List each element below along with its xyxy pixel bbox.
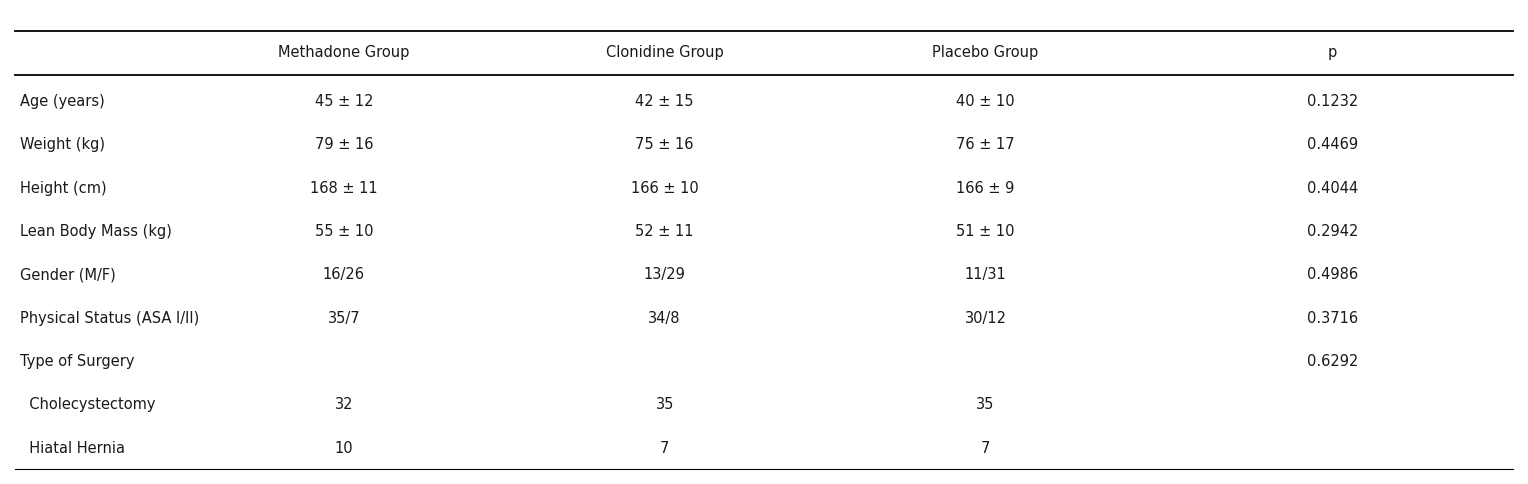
Text: Height (cm): Height (cm) <box>20 181 107 196</box>
Text: Clonidine Group: Clonidine Group <box>605 45 724 60</box>
Text: 11/31: 11/31 <box>964 268 1007 282</box>
Text: 0.4469: 0.4469 <box>1306 137 1358 152</box>
Text: Gender (M/F): Gender (M/F) <box>20 268 116 282</box>
Text: 0.3716: 0.3716 <box>1306 311 1358 326</box>
Text: 35: 35 <box>976 397 995 412</box>
Text: 55 ± 10: 55 ± 10 <box>315 224 373 239</box>
Text: Weight (kg): Weight (kg) <box>20 137 105 152</box>
Text: 16/26: 16/26 <box>322 268 365 282</box>
Text: Methadone Group: Methadone Group <box>278 45 410 60</box>
Text: 7: 7 <box>981 441 990 455</box>
Text: 35: 35 <box>656 397 674 412</box>
Text: 51 ± 10: 51 ± 10 <box>957 224 1015 239</box>
Text: Placebo Group: Placebo Group <box>932 45 1039 60</box>
Text: 34/8: 34/8 <box>648 311 681 326</box>
Text: 0.2942: 0.2942 <box>1306 224 1358 239</box>
Text: 10: 10 <box>335 441 353 455</box>
Text: 166 ± 10: 166 ± 10 <box>631 181 698 196</box>
Text: 76 ± 17: 76 ± 17 <box>957 137 1015 152</box>
Text: 13/29: 13/29 <box>643 268 686 282</box>
Text: 30/12: 30/12 <box>964 311 1007 326</box>
Text: 7: 7 <box>660 441 669 455</box>
Text: 168 ± 11: 168 ± 11 <box>310 181 377 196</box>
Text: 0.4044: 0.4044 <box>1306 181 1358 196</box>
Text: Lean Body Mass (kg): Lean Body Mass (kg) <box>20 224 171 239</box>
Text: 0.1232: 0.1232 <box>1306 94 1358 109</box>
Text: 75 ± 16: 75 ± 16 <box>636 137 694 152</box>
Text: 52 ± 11: 52 ± 11 <box>636 224 694 239</box>
Text: Physical Status (ASA I/II): Physical Status (ASA I/II) <box>20 311 199 326</box>
Text: Type of Surgery: Type of Surgery <box>20 354 134 369</box>
Text: p: p <box>1328 45 1337 60</box>
Text: 0.6292: 0.6292 <box>1306 354 1358 369</box>
Text: 166 ± 9: 166 ± 9 <box>957 181 1015 196</box>
Text: 45 ± 12: 45 ± 12 <box>315 94 373 109</box>
Text: 79 ± 16: 79 ± 16 <box>315 137 373 152</box>
Text: 42 ± 15: 42 ± 15 <box>636 94 694 109</box>
Text: 0.4986: 0.4986 <box>1306 268 1358 282</box>
Text: Age (years): Age (years) <box>20 94 104 109</box>
Text: 40 ± 10: 40 ± 10 <box>957 94 1015 109</box>
Text: Hiatal Hernia: Hiatal Hernia <box>20 441 125 455</box>
Text: 35/7: 35/7 <box>327 311 361 326</box>
Text: Cholecystectomy: Cholecystectomy <box>20 397 156 412</box>
Text: 32: 32 <box>335 397 353 412</box>
